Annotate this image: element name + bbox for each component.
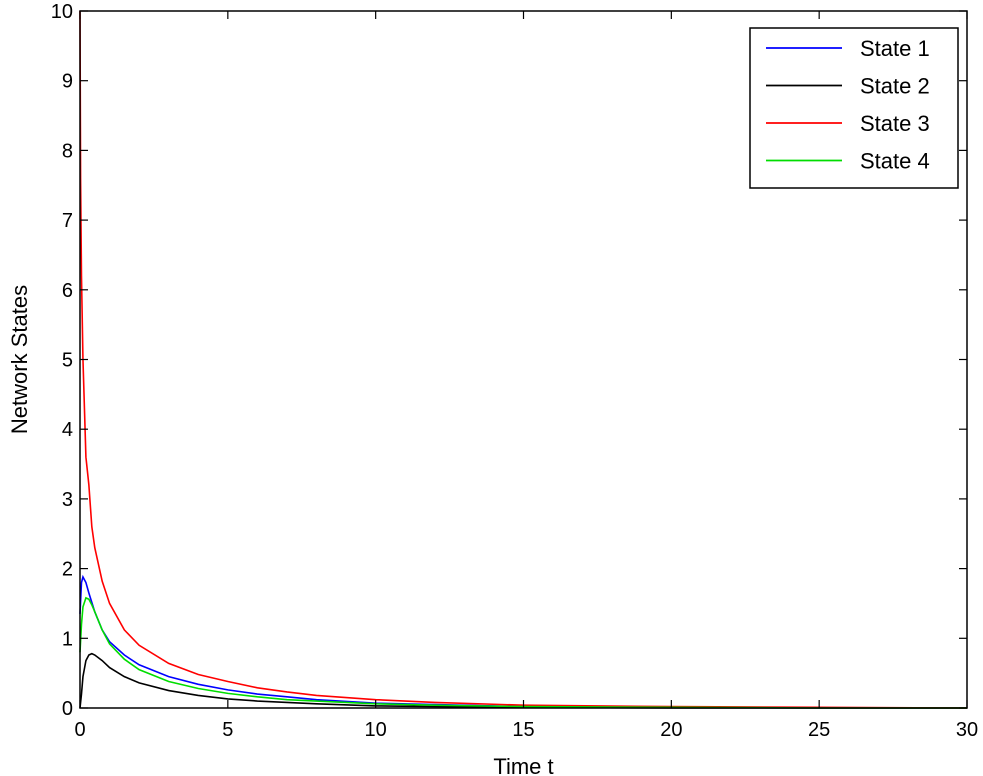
- y-tick-label: 10: [51, 1, 73, 23]
- legend-label: State 1: [860, 36, 930, 61]
- legend-label: State 3: [860, 111, 930, 136]
- series-line-4: [79, 596, 967, 709]
- y-axis-label: Network States: [7, 285, 32, 434]
- x-tick-label: 10: [365, 719, 387, 741]
- y-tick-label: 0: [62, 698, 73, 720]
- legend-label: State 4: [860, 149, 930, 174]
- y-tick-label: 8: [62, 140, 73, 162]
- y-tick-label: 2: [62, 559, 73, 581]
- x-tick-label: 15: [512, 719, 534, 741]
- x-axis-label: Time t: [493, 754, 553, 776]
- series-line-2: [79, 652, 967, 709]
- y-tick-label: 5: [62, 350, 73, 372]
- y-tick-label: 9: [62, 71, 73, 93]
- legend-label: State 2: [860, 74, 930, 99]
- y-tick-label: 6: [62, 280, 73, 302]
- legend: State 1 State 2 State 3 State 4: [749, 27, 959, 189]
- tick-layer: 0 5 10 15 20 25 30 0 1 2 3 4 5 6 7 8 9 10: [51, 1, 978, 741]
- series-layer: [79, 10, 968, 709]
- y-tick-label: 1: [62, 628, 73, 650]
- series-line-3: [79, 10, 968, 709]
- x-tick-label: 20: [660, 719, 682, 741]
- y-tick-label: 4: [62, 419, 73, 441]
- x-tick-label: 25: [808, 719, 830, 741]
- y-tick-label: 3: [62, 489, 73, 511]
- y-tick-label: 7: [62, 210, 73, 232]
- x-tick-label: 0: [74, 719, 85, 741]
- x-tick-label: 30: [956, 719, 978, 741]
- x-tick-label: 5: [222, 719, 233, 741]
